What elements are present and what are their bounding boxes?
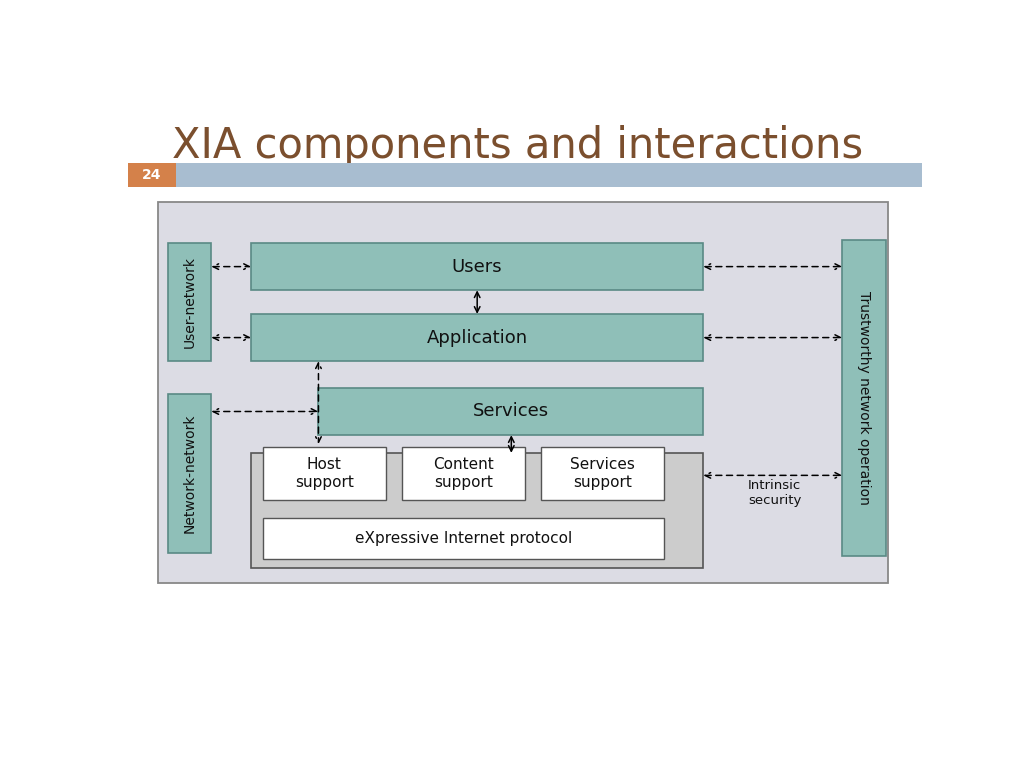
Text: 24: 24 (142, 168, 162, 182)
Text: Host
support: Host support (295, 458, 354, 490)
Text: Services: Services (473, 402, 549, 421)
Bar (251, 453, 703, 568)
Bar (128, 163, 176, 187)
Bar (251, 243, 703, 290)
Text: Application: Application (427, 329, 527, 346)
Text: Users: Users (452, 257, 503, 276)
Bar (158, 201, 888, 583)
Text: User-network: User-network (182, 256, 197, 348)
Text: Content
support: Content support (433, 458, 494, 490)
Text: eXpressive Internet protocol: eXpressive Internet protocol (354, 531, 572, 546)
Text: Network-network: Network-network (182, 414, 197, 533)
Bar (176, 163, 922, 187)
Bar (251, 314, 703, 361)
Text: Services
support: Services support (569, 458, 635, 490)
Bar (401, 447, 524, 500)
Bar (168, 243, 211, 361)
Text: Intrinsic
security: Intrinsic security (749, 479, 802, 507)
Text: XIA components and interactions: XIA components and interactions (172, 124, 863, 167)
Text: Trustworthy network operation: Trustworthy network operation (857, 291, 871, 505)
Bar (541, 447, 664, 500)
Bar (263, 447, 386, 500)
Bar (318, 388, 703, 435)
Bar (263, 518, 664, 559)
Bar (842, 240, 886, 556)
Bar (168, 394, 211, 554)
